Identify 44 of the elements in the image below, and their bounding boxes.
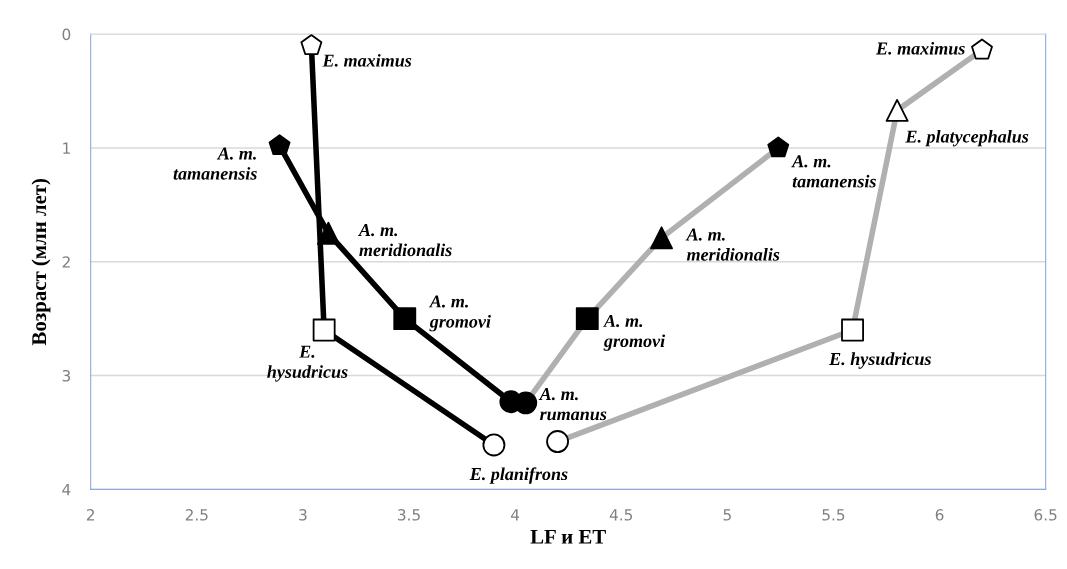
annotation: A. m. rumanus [538, 387, 607, 421]
x-tick-label: 6 [935, 509, 944, 521]
x-tick-label: 4 [511, 509, 520, 521]
point [650, 226, 673, 250]
point [575, 307, 599, 331]
annotation: A. m. meridionalis [685, 228, 780, 261]
annotation: A. m. meridionalis [358, 223, 452, 257]
x-tick-label: 5.5 [822, 509, 845, 521]
x-tick-label: 2 [86, 509, 95, 521]
point [971, 38, 993, 60]
point [767, 136, 790, 158]
annotation: A. m. gromovi [428, 295, 491, 332]
point [312, 318, 336, 342]
annotation: E. planifrons [469, 467, 568, 484]
annotation: A. m. tamanensis [791, 155, 876, 188]
x-tick-label: 3.5 [398, 509, 420, 521]
annotation: E. hysudricus [829, 352, 931, 369]
y-tick-label: 4 [62, 484, 71, 496]
annotation: E. platycephalus [905, 129, 1029, 147]
point [316, 221, 340, 245]
annotation: A. m. tamanensis [173, 147, 257, 180]
annotation: E. maximus [875, 41, 965, 55]
x-tick-label: 3 [299, 509, 307, 521]
point [841, 318, 864, 342]
x-tick-label: 6.5 [1034, 509, 1057, 521]
annotation: E. maximus [322, 54, 412, 67]
x-axis-title: LF и ET [530, 529, 606, 544]
point [268, 134, 291, 156]
y-axis-title: Возраст (млн лет) [31, 178, 51, 346]
point [514, 391, 538, 415]
y-tick-label: 0 [62, 28, 71, 41]
x-tick-label: 5 [723, 509, 731, 521]
y-tick-label: 1 [63, 142, 70, 154]
point [546, 430, 570, 453]
point [393, 307, 417, 331]
point [885, 98, 909, 122]
point [482, 433, 506, 457]
x-tick-label: 2.5 [185, 509, 208, 521]
y-tick-label: 3 [62, 370, 71, 382]
annotation: A. m. gromovi [603, 314, 666, 351]
x-tick-label: 4.5 [609, 509, 633, 521]
point [300, 34, 323, 55]
y-tick-label: 2 [62, 256, 70, 268]
annotation: E. hysudricus [267, 345, 348, 382]
